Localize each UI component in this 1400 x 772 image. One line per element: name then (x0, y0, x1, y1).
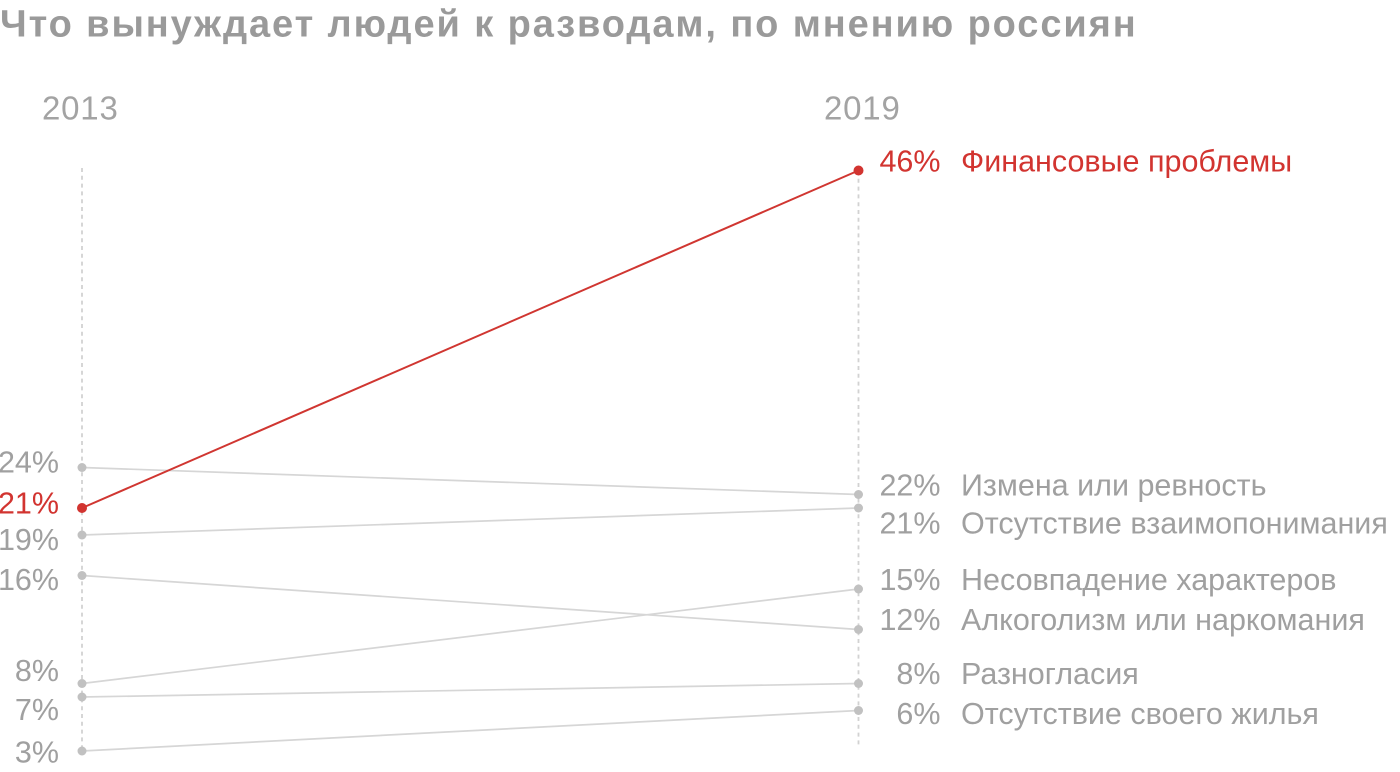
svg-text:21%: 21% (0, 487, 59, 521)
svg-text:21%: 21% (879, 507, 940, 541)
svg-text:Отсутствие своего жилья: Отсутствие своего жилья (961, 697, 1319, 731)
svg-text:2013: 2013 (42, 90, 119, 127)
svg-text:Алкоголизм или наркомания: Алкоголизм или наркомания (961, 603, 1365, 637)
svg-text:7%: 7% (15, 693, 59, 727)
svg-text:46%: 46% (879, 145, 940, 179)
svg-text:Финансовые проблемы: Финансовые проблемы (961, 145, 1292, 179)
svg-text:12%: 12% (879, 603, 940, 637)
svg-text:Что вынуждает людей к разводам: Что вынуждает людей к разводам, по мнени… (0, 4, 1138, 46)
svg-text:3%: 3% (15, 736, 59, 770)
svg-text:Отсутствие взаимопонимания: Отсутствие взаимопонимания (961, 507, 1388, 541)
svg-text:8%: 8% (896, 657, 940, 691)
svg-text:Измена или ревность: Измена или ревность (961, 469, 1267, 503)
svg-text:2019: 2019 (824, 90, 901, 127)
svg-text:Разногласия: Разногласия (961, 657, 1139, 691)
svg-text:Несовпадение характеров: Несовпадение характеров (961, 563, 1337, 597)
svg-text:16%: 16% (0, 563, 59, 597)
svg-text:24%: 24% (0, 446, 59, 480)
svg-text:22%: 22% (879, 469, 940, 503)
svg-text:6%: 6% (896, 697, 940, 731)
svg-text:19%: 19% (0, 523, 59, 557)
svg-text:15%: 15% (879, 563, 940, 597)
svg-text:8%: 8% (15, 654, 59, 688)
